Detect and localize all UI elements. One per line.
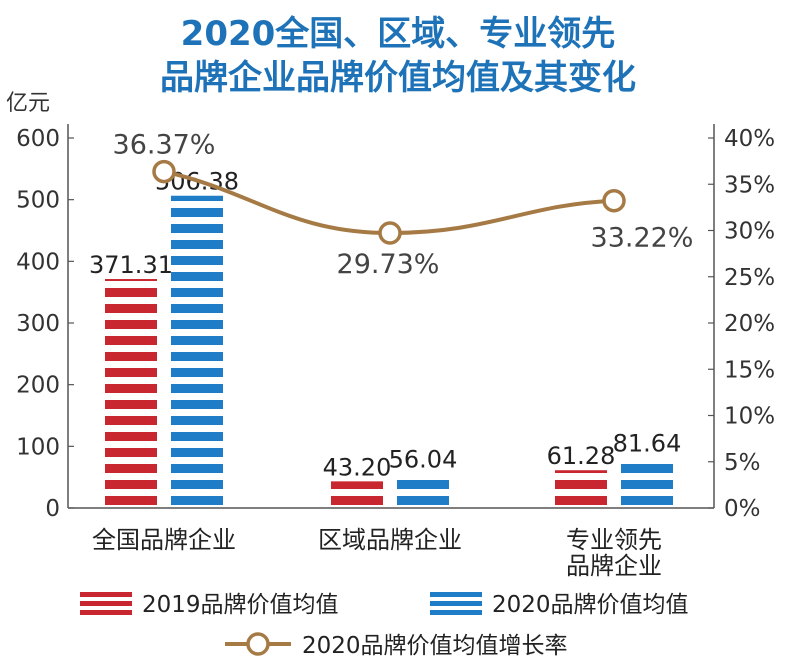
y2-tick-label: 20% [724,311,775,337]
legend-swatch-2020 [430,610,482,615]
legend-swatch-2019 [80,610,132,615]
legend-swatch-2020 [430,592,482,597]
growth-rate-point [152,159,176,184]
bar-2019 [331,481,383,508]
x-category-label: 区域品牌企业 [318,526,462,554]
bar-2020 [397,473,449,508]
y-tick-label: 600 [16,126,60,152]
y-tick-label: 400 [16,249,60,275]
bar-value-label: 371.31 [89,251,173,279]
y2-tick-label: 0% [724,496,761,522]
y2-tick-label: 10% [724,404,775,430]
growth-rate-label: 33.22% [591,223,694,254]
legend-label-growth: 2020品牌价值均值增长率 [302,633,568,659]
y-tick-label: 100 [16,434,60,460]
y2-tick-label: 35% [724,172,775,198]
bar-value-label: 43.20 [323,453,392,481]
legend-label-2019: 2019品牌价值均值 [142,592,339,618]
growth-rate-point [378,221,402,245]
x-category-label: 品牌企业 [566,552,662,580]
growth-rate-label: 36.37% [113,130,216,161]
bar-2020 [171,195,223,508]
y-axis-unit-label: 亿元 [6,91,51,116]
bar-value-label: 61.28 [547,442,616,470]
x-category-label: 全国品牌企业 [92,526,236,554]
legend-swatch-2020 [430,601,482,606]
bar-2019 [105,279,157,508]
y2-tick-label: 5% [724,450,761,476]
legend-label-2020: 2020品牌价值均值 [492,592,689,618]
y2-tick-label: 15% [724,357,775,383]
y2-tick-label: 30% [724,219,775,245]
y2-tick-label: 40% [724,126,775,152]
legend-marker-growth [246,632,270,656]
chart-title-line-1: 2020全国、区域、专业领先 [180,14,616,54]
y-tick-label: 500 [16,188,60,214]
growth-rate-point [602,188,626,213]
y2-tick-label: 25% [724,265,775,291]
growth-rate-label: 29.73% [337,249,440,280]
chart-title-line-2: 品牌企业品牌价值均值及其变化 [160,58,636,98]
legend-swatch-2019 [80,592,132,597]
y-tick-label: 0 [45,496,60,522]
y-tick-label: 200 [16,373,60,399]
bar-value-label: 56.04 [389,445,458,473]
y-tick-label: 300 [16,311,60,337]
legend-swatch-2019 [80,601,132,606]
bar-2020 [621,457,673,508]
bar-2019 [555,470,607,508]
bar-value-label: 81.64 [613,430,682,458]
x-category-label: 专业领先 [566,526,662,554]
